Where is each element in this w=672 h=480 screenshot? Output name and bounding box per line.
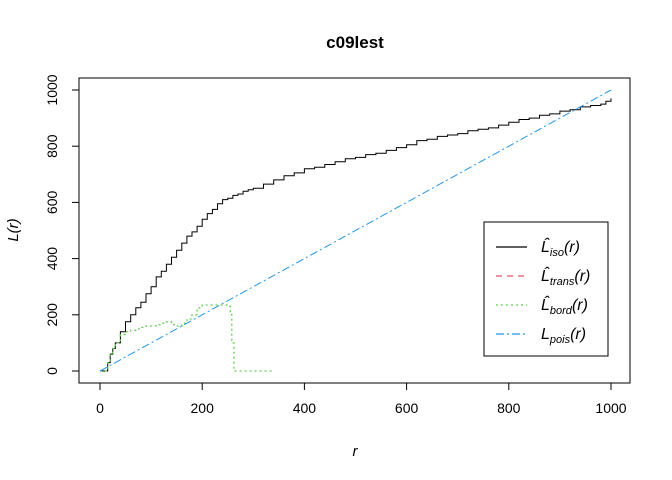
series-layer bbox=[99, 89, 612, 372]
x-axis-label: r bbox=[353, 443, 359, 460]
y-tick-label: 0 bbox=[44, 367, 60, 375]
legend-symbol: L bbox=[541, 326, 550, 343]
legend-entry-pois: Lpois(r) bbox=[541, 326, 586, 346]
y-tick-label: 400 bbox=[44, 247, 60, 271]
y-axis-label: L(r) bbox=[5, 218, 22, 241]
legend: L̂iso(r)L̂trans(r)L̂bord(r)Lpois(r) bbox=[483, 221, 609, 357]
x-tick-label: 800 bbox=[497, 400, 521, 416]
series-bord-line bbox=[100, 304, 274, 372]
legend-argument: (r) bbox=[570, 326, 586, 343]
legend-symbol: L̂ bbox=[541, 265, 550, 285]
y-tick-label: 600 bbox=[44, 191, 60, 215]
legend-entry-bord: L̂bord(r) bbox=[541, 294, 588, 317]
y-axis: 0 200 400 600 800 1000 bbox=[44, 74, 80, 375]
legend-box bbox=[483, 221, 609, 357]
chart-title: c09lest bbox=[326, 33, 384, 52]
x-tick-label: 0 bbox=[96, 400, 104, 416]
legend-subscript: iso bbox=[550, 247, 564, 259]
legend-argument: (r) bbox=[572, 297, 588, 314]
y-tick-label: 1000 bbox=[44, 74, 60, 105]
x-axis: 0 200 400 600 800 1000 bbox=[96, 382, 627, 416]
y-tick-label: 800 bbox=[44, 134, 60, 158]
legend-subscript: trans bbox=[550, 276, 575, 288]
legend-entry-trans: L̂trans(r) bbox=[541, 265, 590, 288]
legend-argument: (r) bbox=[574, 268, 590, 285]
y-tick-label: 200 bbox=[44, 303, 60, 327]
legend-entry-iso: L̂iso(r) bbox=[541, 236, 580, 259]
legend-symbol: L̂ bbox=[541, 236, 550, 256]
legend-subscript: bord bbox=[550, 305, 573, 317]
legend-subscript: pois bbox=[549, 334, 571, 346]
series-iso-line bbox=[100, 98, 612, 372]
legend-symbol: L̂ bbox=[541, 294, 550, 314]
x-tick-label: 200 bbox=[191, 400, 215, 416]
legend-argument: (r) bbox=[564, 239, 580, 256]
series-pois-line bbox=[99, 89, 612, 372]
x-tick-label: 600 bbox=[395, 400, 419, 416]
x-tick-label: 400 bbox=[293, 400, 317, 416]
x-tick-label: 1000 bbox=[595, 400, 626, 416]
